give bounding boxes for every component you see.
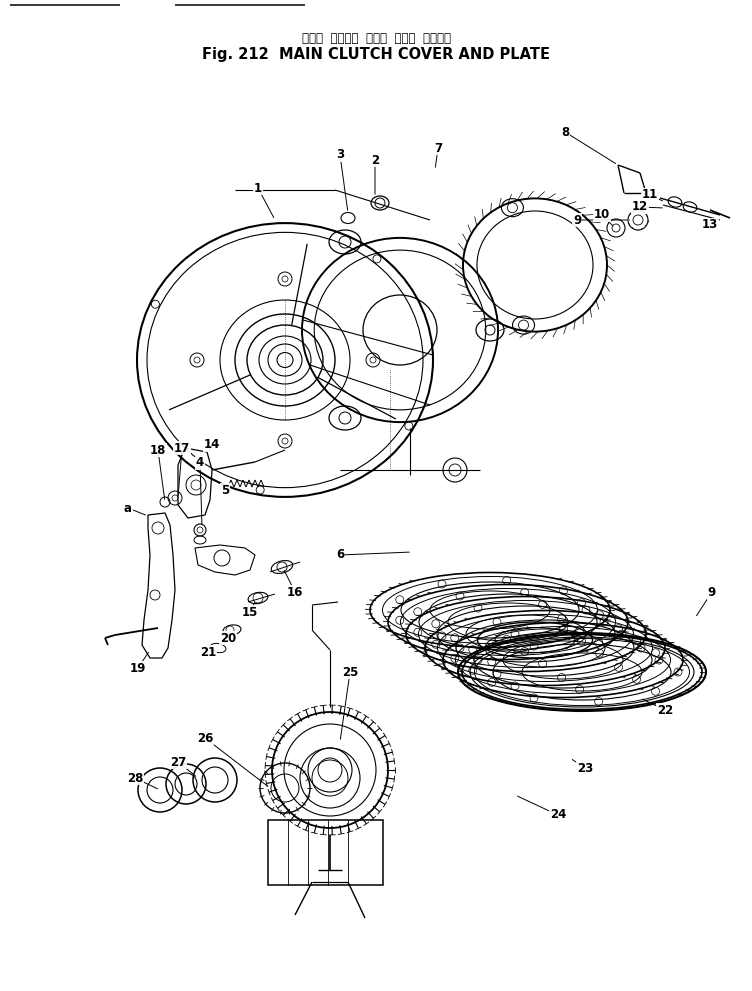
- Text: 1: 1: [254, 181, 262, 194]
- Text: 9: 9: [573, 213, 581, 227]
- Text: 23: 23: [577, 761, 593, 775]
- Text: 15: 15: [242, 606, 258, 618]
- Text: 19: 19: [130, 662, 146, 675]
- Text: 3: 3: [336, 149, 344, 162]
- Text: 8: 8: [561, 126, 569, 139]
- Text: 13: 13: [702, 218, 718, 232]
- Text: 12: 12: [632, 200, 648, 213]
- Text: 18: 18: [150, 444, 166, 457]
- Text: メイン  クラッチ  カバー  および  プレート: メイン クラッチ カバー および プレート: [302, 32, 450, 45]
- Text: 22: 22: [657, 704, 673, 716]
- Text: 7: 7: [434, 142, 442, 155]
- Text: 10: 10: [594, 208, 610, 222]
- Text: 24: 24: [550, 809, 566, 822]
- Text: 9: 9: [708, 587, 716, 600]
- Bar: [268, 820, 383, 885]
- Text: 2: 2: [371, 154, 379, 166]
- Text: 6: 6: [336, 548, 344, 562]
- Text: 14: 14: [204, 438, 220, 452]
- Text: 27: 27: [170, 755, 186, 768]
- Text: 21: 21: [200, 645, 216, 658]
- Text: 17: 17: [174, 442, 190, 455]
- Text: 4: 4: [196, 457, 204, 470]
- Text: 5: 5: [221, 484, 229, 496]
- Text: 11: 11: [642, 188, 658, 201]
- Text: Fig. 212  MAIN CLUTCH COVER AND PLATE: Fig. 212 MAIN CLUTCH COVER AND PLATE: [202, 48, 550, 62]
- Text: 28: 28: [127, 772, 143, 785]
- Text: 26: 26: [197, 731, 213, 744]
- Text: a: a: [124, 501, 132, 514]
- Text: 20: 20: [220, 631, 236, 644]
- Text: 16: 16: [287, 586, 303, 599]
- Text: 25: 25: [342, 666, 358, 679]
